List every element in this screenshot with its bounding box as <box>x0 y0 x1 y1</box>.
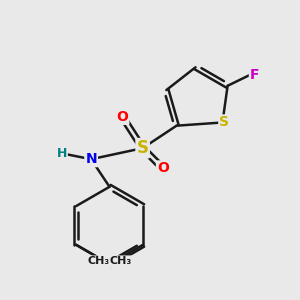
Text: CH₃: CH₃ <box>87 256 110 266</box>
Text: N: N <box>85 152 97 166</box>
Text: CH₃: CH₃ <box>110 256 132 266</box>
Text: O: O <box>157 161 169 176</box>
Text: F: F <box>250 68 260 82</box>
Text: H: H <box>56 147 67 160</box>
Text: S: S <box>136 139 148 157</box>
Text: S: S <box>219 116 229 130</box>
Text: O: O <box>116 110 128 124</box>
